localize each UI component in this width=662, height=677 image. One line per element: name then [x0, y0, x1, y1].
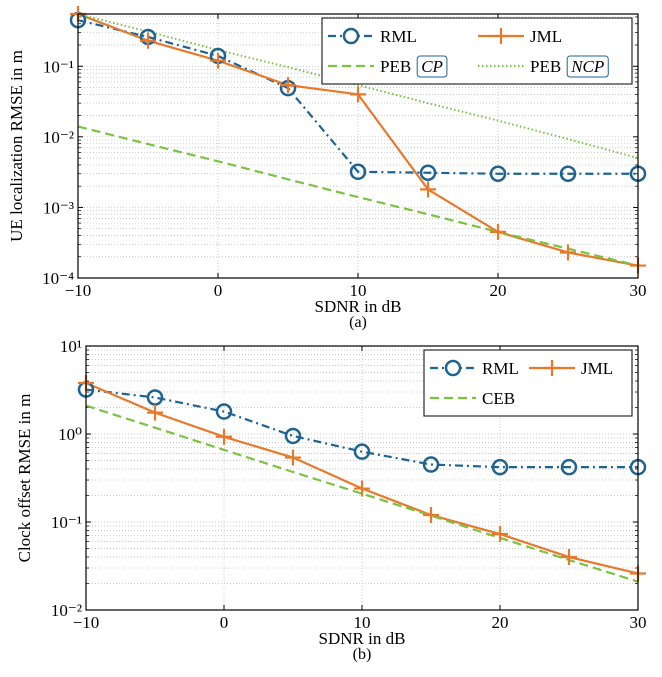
y-axis-label: UE localization RMSE in m: [7, 50, 26, 242]
marker: [423, 507, 439, 524]
marker: [419, 164, 437, 181]
marker: [490, 223, 506, 240]
marker: [560, 458, 578, 476]
marker: [349, 163, 367, 181]
marker: [210, 52, 226, 69]
y-tick-label: 10⁰: [58, 425, 82, 444]
axes-frame: [77, 13, 639, 279]
legend-label: CEB: [482, 389, 515, 408]
legend-label: JML: [530, 27, 562, 46]
marker: [559, 165, 577, 182]
caption: (b): [353, 646, 372, 663]
series-line: [78, 125, 638, 267]
x-tick-label: 0: [214, 281, 223, 300]
caption: (a): [349, 314, 367, 331]
series-line: [78, 19, 638, 175]
marker: [489, 165, 507, 182]
legend-marker: [444, 359, 462, 377]
legend-marker: [544, 360, 560, 376]
marker: [146, 389, 164, 406]
legend-label: PEB: [380, 57, 411, 76]
marker: [560, 244, 576, 261]
marker: [354, 480, 370, 497]
marker: [492, 526, 508, 543]
marker: [491, 458, 509, 476]
series-line: [78, 14, 638, 160]
legend-marker: [342, 27, 360, 45]
marker: [215, 403, 233, 420]
y-tick-label: 10⁻¹: [51, 513, 82, 532]
legend-marker: [493, 28, 509, 44]
legend-badge-box: [416, 55, 448, 78]
marker: [422, 456, 440, 473]
marker: [561, 549, 577, 566]
marker: [216, 428, 232, 445]
legend-label: RML: [380, 27, 417, 46]
axes-frame: [85, 345, 639, 611]
y-tick-label: 10⁻¹: [43, 57, 74, 76]
marker: [420, 181, 436, 198]
x-tick-label: 10: [354, 613, 371, 632]
x-axis-label: SDNR in dB: [315, 297, 402, 316]
marker: [353, 443, 371, 460]
legend-label: JML: [581, 359, 613, 378]
y-axis-label: Clock offset RMSE in m: [15, 394, 34, 563]
x-tick-label: 20: [492, 613, 509, 632]
series-line: [86, 388, 638, 469]
marker: [140, 32, 156, 49]
y-tick-label: 10⁻⁴: [42, 269, 74, 288]
series-line: [86, 404, 638, 583]
x-tick-label: 20: [490, 281, 507, 300]
x-tick-label: 30: [630, 613, 647, 632]
y-tick-label: 10⁻³: [43, 198, 74, 217]
legend-label: PEB: [530, 57, 561, 76]
y-tick-label: 10¹: [60, 337, 82, 356]
x-tick-label: 30: [630, 281, 647, 300]
marker: [147, 404, 163, 421]
x-tick-label: 0: [220, 613, 229, 632]
x-tick-label: 10: [350, 281, 367, 300]
legend-badge-box: [566, 55, 609, 78]
marker: [350, 86, 366, 103]
legend-box: [423, 349, 633, 417]
legend-label: RML: [482, 359, 519, 378]
marker: [284, 427, 302, 445]
legend-badge: CP: [421, 57, 443, 76]
marker: [280, 77, 296, 94]
legend-badge: NCP: [570, 57, 604, 76]
x-tick-label: −10: [73, 613, 100, 632]
legend-box: [321, 17, 633, 85]
y-tick-label: 10⁻²: [51, 601, 82, 620]
x-tick-label: −10: [65, 281, 92, 300]
y-tick-label: 10⁻²: [43, 128, 74, 147]
x-axis-label: SDNR in dB: [319, 629, 406, 648]
marker: [285, 449, 301, 466]
